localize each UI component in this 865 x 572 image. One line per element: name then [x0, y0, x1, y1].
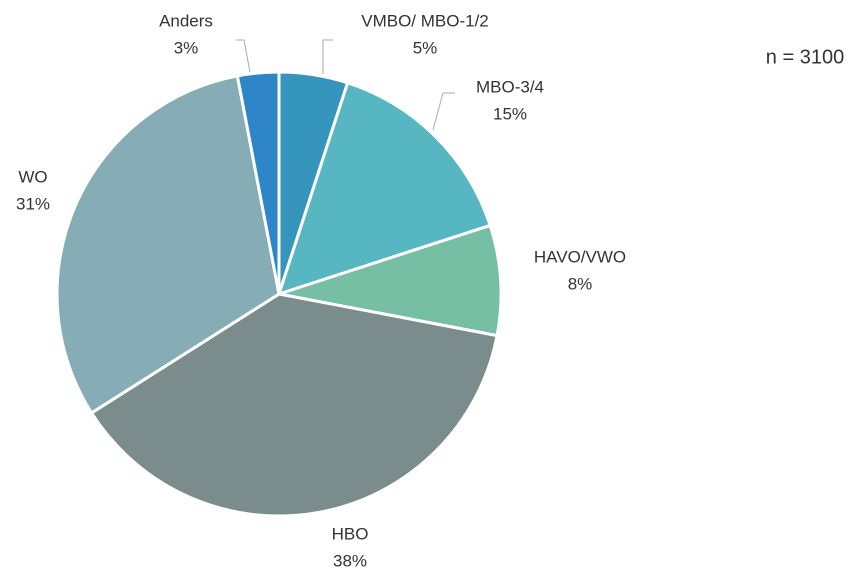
slice-value-label: 31% — [16, 194, 50, 213]
leader-line — [236, 39, 251, 73]
slice-value-label: 5% — [413, 38, 438, 57]
leader-line — [432, 92, 455, 131]
slice-label: WO — [18, 167, 47, 186]
slice-label: MBO-3/4 — [476, 77, 544, 96]
pie-slice — [235, 70, 281, 295]
slice-value-label: 38% — [333, 551, 367, 570]
leader-line — [322, 39, 333, 74]
annotation: n = 3100 — [766, 46, 844, 68]
slice-value-label: 15% — [493, 104, 527, 123]
pie-slice — [278, 223, 503, 338]
slice-label: HBO — [332, 524, 369, 543]
slice-label: HAVO/VWO — [534, 247, 626, 266]
slice-value-label: 8% — [568, 274, 593, 293]
slice-label: VMBO/ MBO-1/2 — [361, 11, 489, 30]
pie-slice — [55, 74, 281, 416]
slice-value-label: 3% — [174, 38, 199, 57]
slice-label: Anders — [159, 11, 213, 30]
